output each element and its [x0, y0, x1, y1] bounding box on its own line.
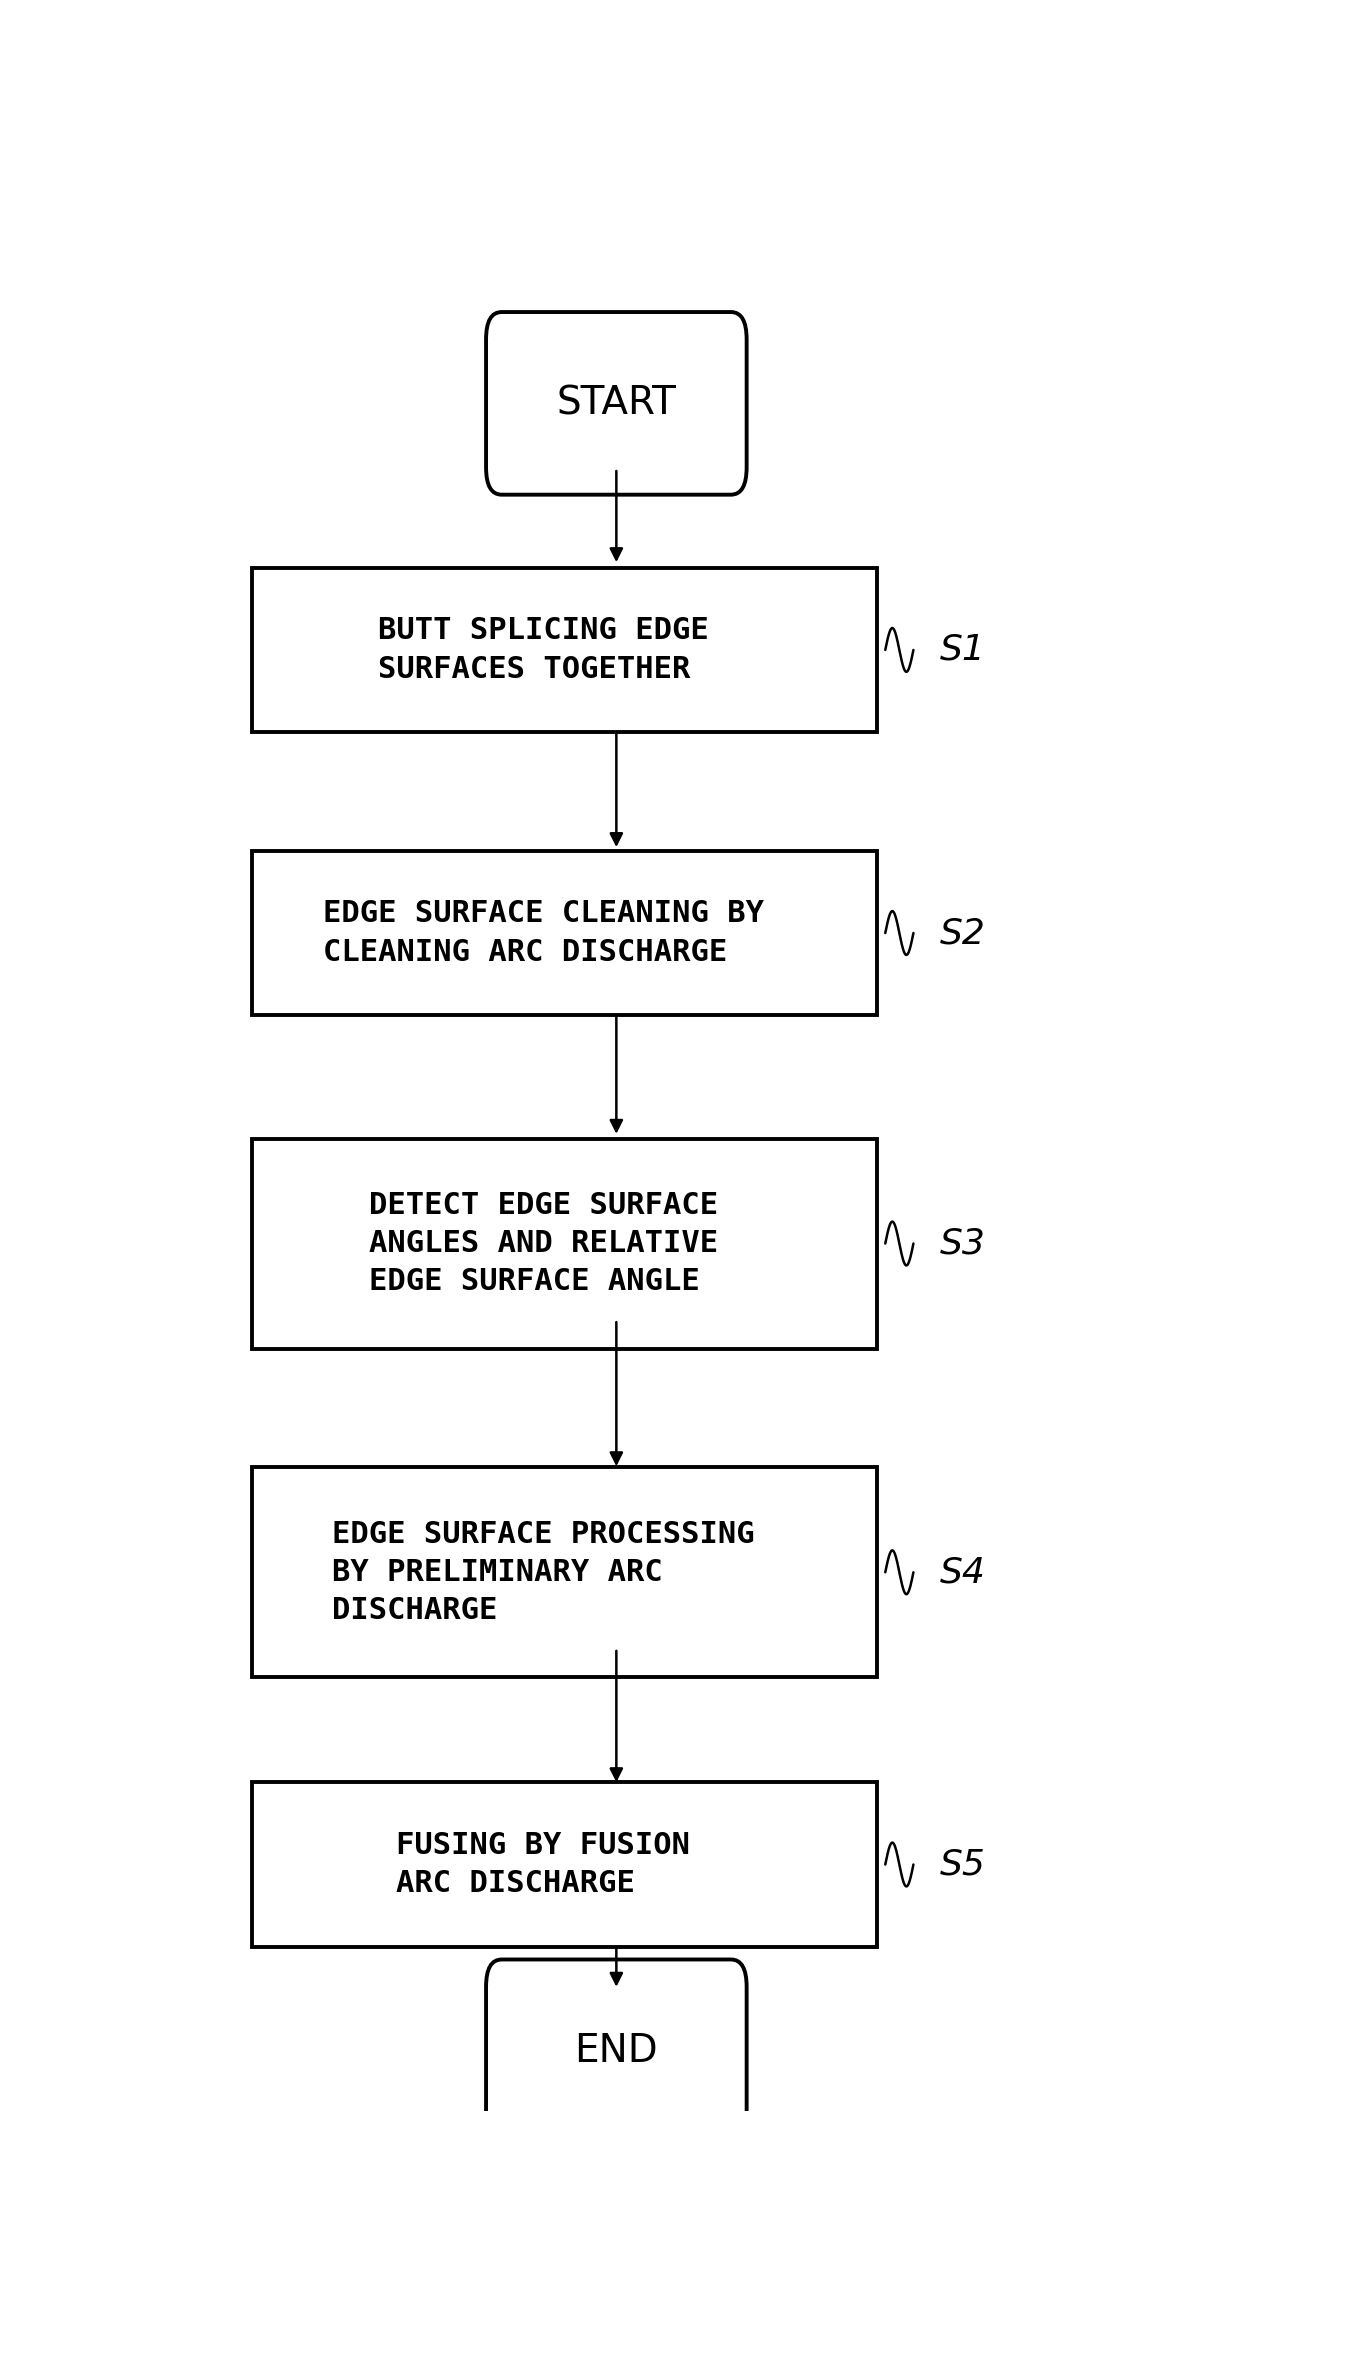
Text: DETECT EDGE SURFACE
ANGLES AND RELATIVE
EDGE SURFACE ANGLE: DETECT EDGE SURFACE ANGLES AND RELATIVE … [369, 1191, 718, 1295]
Text: BUTT SPLICING EDGE
SURFACES TOGETHER: BUTT SPLICING EDGE SURFACES TOGETHER [378, 617, 709, 683]
Bar [252, 852, 877, 1015]
Text: S4: S4 [939, 1556, 986, 1589]
Bar [252, 567, 877, 733]
Text: S1: S1 [939, 633, 986, 667]
Text: EDGE SURFACE PROCESSING
BY PRELIMINARY ARC
DISCHARGE: EDGE SURFACE PROCESSING BY PRELIMINARY A… [332, 1520, 755, 1625]
Text: S3: S3 [939, 1226, 986, 1260]
FancyBboxPatch shape [486, 1959, 746, 2142]
Text: START: START [557, 384, 677, 422]
Text: END: END [574, 2033, 658, 2071]
Text: FUSING BY FUSION
ARC DISCHARGE: FUSING BY FUSION ARC DISCHARGE [397, 1831, 690, 1898]
Bar [252, 1468, 877, 1677]
Text: S2: S2 [939, 916, 986, 951]
FancyBboxPatch shape [486, 313, 746, 496]
Bar [252, 1781, 877, 1947]
Text: S5: S5 [939, 1848, 986, 1881]
Bar [252, 1139, 877, 1350]
Text: EDGE SURFACE CLEANING BY
CLEANING ARC DISCHARGE: EDGE SURFACE CLEANING BY CLEANING ARC DI… [323, 899, 764, 968]
